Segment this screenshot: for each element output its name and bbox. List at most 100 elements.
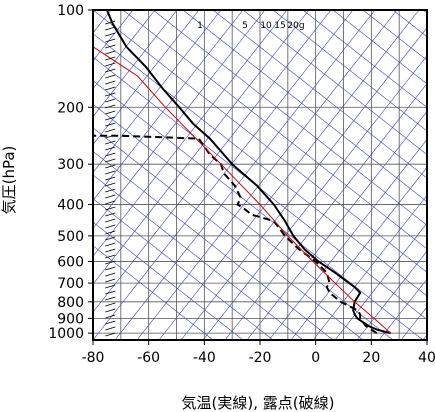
adiabat-line	[93, 221, 244, 340]
adiabat-line	[93, 10, 156, 90]
temperature-profile	[105, 10, 392, 335]
adiabat-line	[93, 10, 354, 340]
y-tick-label: 500	[57, 229, 84, 245]
adiabat-line	[93, 10, 222, 173]
x-axis-title: 気温(実線), 露点(破線)	[182, 394, 335, 412]
adiabat-line	[152, 10, 427, 226]
wind-barb	[105, 122, 116, 127]
wind-barb	[105, 74, 116, 79]
x-tick-label: 20	[362, 350, 380, 366]
x-axis-ticks: -80 -60 -40 -20 0 20 40	[82, 340, 435, 366]
wind-barb	[105, 38, 116, 43]
wind-barb	[105, 320, 116, 325]
y-tick-label: 400	[57, 198, 84, 214]
wind-barb	[105, 158, 116, 163]
adiabat-line	[93, 127, 364, 340]
wind-barb	[105, 20, 116, 25]
wind-barb	[105, 50, 116, 55]
y-tick-label: 700	[57, 276, 84, 292]
wind-barb	[105, 224, 116, 229]
adiabat-line	[93, 151, 334, 340]
gridlines	[93, 10, 427, 340]
wind-barb	[105, 308, 116, 313]
wind-barb	[105, 110, 116, 115]
adiabat-line	[93, 10, 266, 229]
wind-barb	[105, 80, 116, 85]
y-tick-label: 200	[57, 100, 84, 116]
wind-barb	[105, 194, 116, 199]
x-tick-label: 40	[418, 350, 435, 366]
wind-barb	[105, 236, 116, 241]
wind-barb	[105, 332, 116, 337]
mixing-ratio-label: 1	[197, 21, 203, 31]
wind-barb	[105, 260, 116, 265]
y-tick-label: 800	[57, 295, 84, 311]
wind-barb	[105, 284, 116, 289]
wind-barb	[105, 68, 116, 73]
adiabat-line	[122, 10, 427, 250]
mixing-ratio-label: 15	[274, 21, 285, 31]
wind-barb	[105, 278, 116, 283]
adiabat-line	[93, 10, 332, 313]
y-tick-label: 900	[57, 311, 84, 327]
adiabat-line	[246, 111, 427, 340]
adiabat-line	[93, 56, 427, 320]
wind-barb	[105, 206, 116, 211]
adiabat-line	[332, 10, 427, 85]
wind-barb	[105, 248, 116, 253]
adiabat-line	[180, 27, 427, 340]
adiabat-line	[290, 166, 427, 340]
wind-barb	[105, 92, 116, 97]
wind-barb	[105, 26, 116, 31]
dewpoint-profile	[93, 134, 378, 335]
mixing-ratio-label: 5	[242, 21, 248, 31]
wind-barb	[105, 152, 116, 157]
y-tick-label: 1000	[48, 326, 84, 342]
wind-barb	[105, 134, 116, 139]
wind-barb	[105, 296, 116, 301]
wind-barb	[105, 188, 116, 193]
wind-barb	[105, 290, 116, 295]
wind-barb	[105, 62, 116, 67]
adiabat-line	[212, 10, 427, 179]
y-tick-label: 300	[57, 157, 84, 173]
adiabat-line	[422, 334, 427, 340]
wind-barb	[105, 302, 116, 307]
adiabat-line	[93, 174, 304, 340]
adiabat-line	[202, 55, 427, 340]
wind-barb	[105, 86, 116, 91]
wind-barb	[105, 140, 116, 145]
x-tick-label: 0	[311, 350, 320, 366]
wind-barb	[105, 170, 116, 175]
wind-barb	[105, 218, 116, 223]
adiabat-line	[93, 103, 394, 340]
parcel-profile	[93, 46, 392, 334]
x-tick-label: -80	[82, 350, 105, 366]
adiabat-line	[302, 10, 427, 108]
wind-barb	[105, 212, 116, 217]
wind-barb	[105, 326, 116, 331]
adiabat-line	[93, 10, 244, 201]
wind-barb	[105, 182, 116, 187]
wind-barb	[105, 98, 116, 103]
adiabat-line	[378, 278, 427, 340]
mixing-ratio-label: 10	[260, 21, 272, 31]
adiabat-line	[356, 250, 427, 340]
dry-adiabat-lines	[93, 10, 427, 340]
adiabat-line	[242, 10, 427, 155]
wind-barb	[105, 44, 116, 49]
adiabat-line	[93, 245, 214, 340]
wind-barb	[105, 266, 116, 271]
adiabat-line	[422, 10, 427, 14]
wind-barbs	[105, 20, 116, 337]
mixing-ratio-labels: 1 5 10 15 20g	[197, 21, 304, 31]
wind-barb	[105, 146, 116, 151]
adiabat-line	[136, 10, 398, 340]
series-group	[93, 10, 392, 335]
wind-barb	[105, 230, 116, 235]
wind-barb	[105, 116, 116, 121]
adiabat-line	[272, 10, 427, 132]
wind-barb	[105, 314, 116, 319]
